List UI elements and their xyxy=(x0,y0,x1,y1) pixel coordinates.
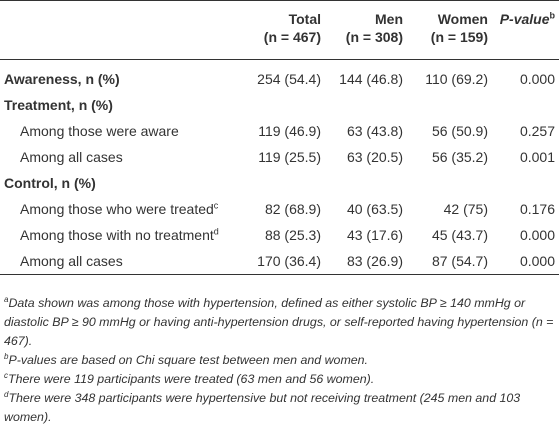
row-label: Among all cases xyxy=(20,253,123,269)
header-p-value: P-valueb xyxy=(492,1,559,27)
cell-women: 87 (54.7) xyxy=(431,253,488,269)
header-women-n: (n = 159) xyxy=(430,29,488,45)
header-total-n: (n = 467) xyxy=(263,29,321,45)
footnote-c-text: There were 119 participants were treated… xyxy=(8,372,375,386)
table-row-awareness: Awareness, n (%) 254 (54.4) 144 (46.8) 1… xyxy=(0,66,559,92)
footnotes: aData shown was among those with hyperte… xyxy=(4,294,556,427)
header-row: Total Men Women P-valueb xyxy=(0,0,559,28)
header-women: Women xyxy=(437,11,488,27)
section-title: Treatment, n (%) xyxy=(4,97,113,113)
footnote-c: cThere were 119 participants were treate… xyxy=(4,370,556,389)
cell-total: 119 (46.9) xyxy=(258,123,321,139)
footnote-c-marker: c xyxy=(4,370,8,380)
table-row-control-title: Control, n (%) xyxy=(0,170,559,196)
cell-women: 56 (35.2) xyxy=(431,149,488,165)
table-row-ctrl-treated: Among those who were treatedc 82 (68.9) … xyxy=(0,196,559,222)
cell-men: 83 (26.9) xyxy=(346,253,403,269)
row-label: Among those with no treatment xyxy=(20,227,214,243)
footnote-a-marker: a xyxy=(4,294,9,304)
cell-men: 63 (43.8) xyxy=(346,123,403,139)
cell-men: 40 (63.5) xyxy=(346,201,403,217)
row-label: Among those were aware xyxy=(20,123,179,139)
footnote-d-text: There were 348 participants were hyperte… xyxy=(4,391,521,424)
header-total: Total xyxy=(288,11,321,27)
footnote-d-marker: d xyxy=(4,389,9,399)
header-p-empty xyxy=(492,27,559,60)
cell-women: 45 (43.7) xyxy=(431,227,488,243)
cell-women: 42 (75) xyxy=(443,201,488,217)
row-label-cell: Among those with no treatmentd xyxy=(0,222,237,248)
footnote-a-text: Data shown was among those with hyperten… xyxy=(4,296,554,348)
table-row-ctrl-all: Among all cases 170 (36.4) 83 (26.9) 87 … xyxy=(0,248,559,275)
footnote-d: dThere were 348 participants were hypert… xyxy=(4,389,556,427)
header-row-n: (n = 467) (n = 308) (n = 159) xyxy=(0,27,559,60)
footnote-b: bP-values are based on Chi square test b… xyxy=(4,351,556,370)
row-label: Awareness, n (%) xyxy=(4,71,120,87)
cell-women: 110 (69.2) xyxy=(425,71,488,87)
cell-total: 88 (25.3) xyxy=(264,227,321,243)
cell-total: 119 (25.5) xyxy=(258,149,321,165)
cell-men: 144 (46.8) xyxy=(339,71,403,87)
header-men: Men xyxy=(375,11,403,27)
row-label-cell: Among those who were treatedc xyxy=(0,196,237,222)
footnote-b-text: P-values are based on Chi square test be… xyxy=(8,353,368,367)
cell-p: 0.000 xyxy=(519,227,555,243)
section-title: Control, n (%) xyxy=(4,175,96,191)
cell-p: 0.257 xyxy=(519,123,555,139)
cell-women: 56 (50.9) xyxy=(431,123,488,139)
results-table: Total Men Women P-valueb (n = 467) (n = … xyxy=(0,0,559,275)
header-empty-cell xyxy=(0,1,237,28)
row-label: Among those who were treated xyxy=(20,201,214,217)
cell-p: 0.000 xyxy=(519,253,555,269)
cell-p: 0.000 xyxy=(519,71,555,87)
cell-p: 0.176 xyxy=(519,201,555,217)
footnote-a: aData shown was among those with hyperte… xyxy=(4,294,556,351)
table-row-treat-all: Among all cases 119 (25.5) 63 (20.5) 56 … xyxy=(0,144,559,170)
table-row-treat-aware: Among those were aware 119 (46.9) 63 (43… xyxy=(0,118,559,144)
header-men-n: (n = 308) xyxy=(345,29,403,45)
header-empty-cell xyxy=(0,27,237,60)
cell-men: 43 (17.6) xyxy=(346,227,403,243)
header-p-sup: b xyxy=(549,10,556,21)
footnote-marker: d xyxy=(213,226,219,237)
footnote-marker: c xyxy=(213,200,219,211)
cell-p: 0.001 xyxy=(519,149,555,165)
cell-men: 63 (20.5) xyxy=(346,149,403,165)
header-p-label: P-value xyxy=(499,11,550,27)
cell-total: 170 (36.4) xyxy=(257,253,321,269)
row-label: Among all cases xyxy=(20,149,123,165)
table-row-ctrl-notreat: Among those with no treatmentd 88 (25.3)… xyxy=(0,222,559,248)
table-row-treatment-title: Treatment, n (%) xyxy=(0,92,559,118)
cell-total: 82 (68.9) xyxy=(264,201,321,217)
cell-total: 254 (54.4) xyxy=(257,71,321,87)
footnote-b-marker: b xyxy=(4,351,9,361)
